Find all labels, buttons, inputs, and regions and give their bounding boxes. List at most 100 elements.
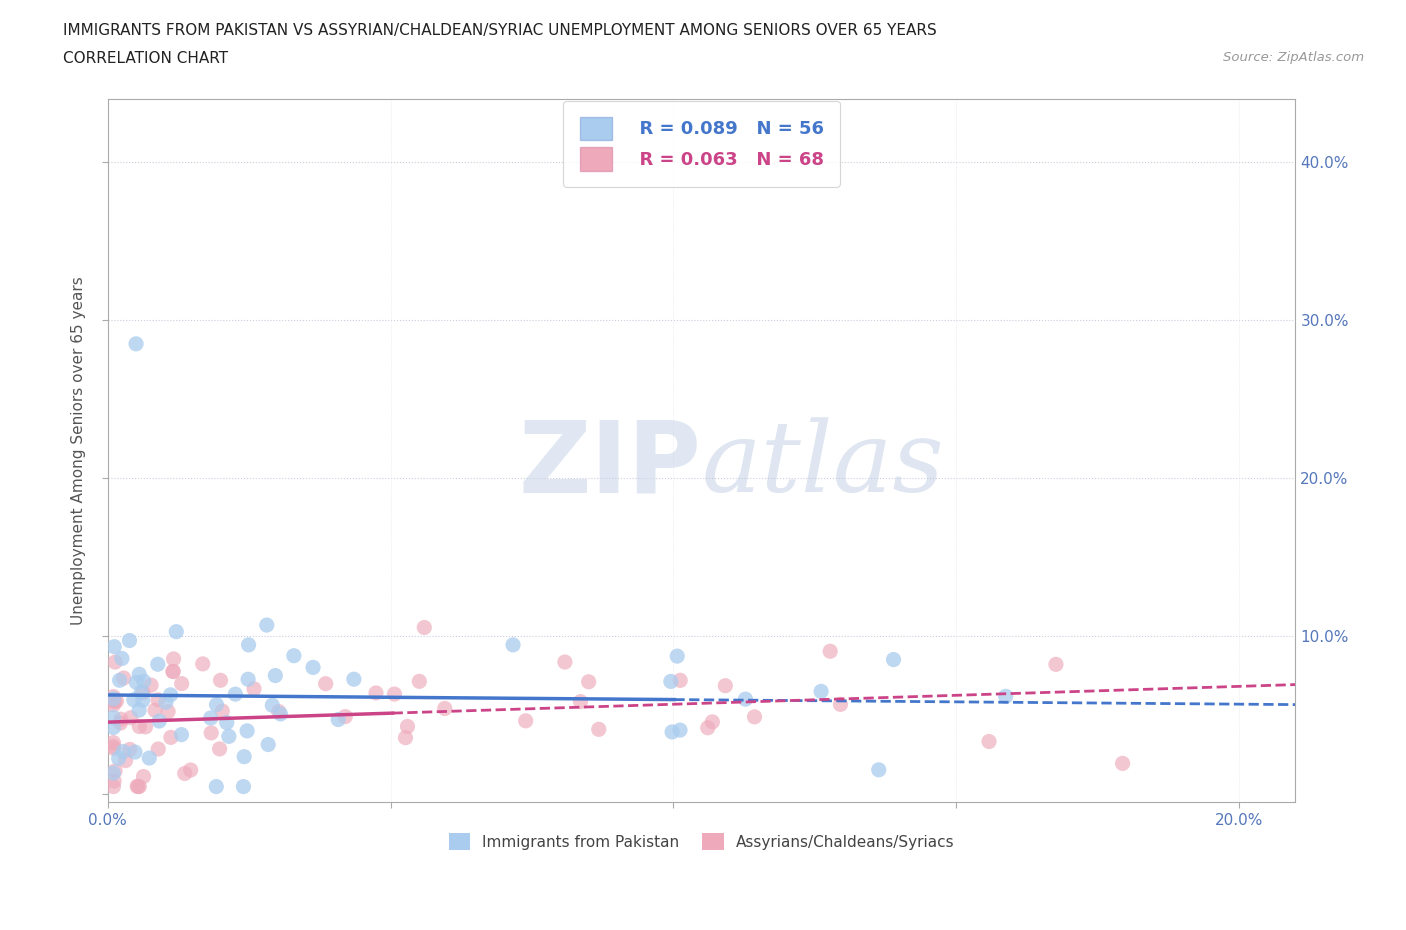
Point — [666, 649, 689, 664]
Point — [262, 698, 284, 712]
Point — [134, 720, 156, 735]
Point — [1111, 756, 1133, 771]
Text: ZIP: ZIP — [519, 416, 702, 513]
Point — [148, 713, 170, 728]
Point — [315, 676, 337, 691]
Point — [283, 648, 305, 663]
Point — [868, 763, 890, 777]
Point — [165, 624, 187, 639]
Point — [132, 685, 155, 700]
Point — [104, 655, 127, 670]
Point — [128, 719, 150, 734]
Point — [138, 751, 160, 765]
Point — [155, 695, 177, 710]
Point — [830, 697, 852, 711]
Point — [162, 651, 184, 666]
Point — [343, 671, 366, 686]
Point — [413, 620, 436, 635]
Point — [143, 703, 166, 718]
Point — [209, 672, 232, 687]
Point — [578, 674, 600, 689]
Point — [232, 779, 254, 794]
Point — [554, 655, 576, 670]
Point — [111, 651, 134, 666]
Point — [103, 694, 125, 709]
Point — [103, 639, 125, 654]
Point — [112, 671, 135, 685]
Point — [127, 778, 149, 793]
Point — [103, 698, 125, 712]
Point — [105, 694, 128, 709]
Text: atlas: atlas — [702, 417, 945, 512]
Text: Source: ZipAtlas.com: Source: ZipAtlas.com — [1223, 51, 1364, 64]
Point — [110, 715, 132, 730]
Point — [103, 765, 125, 780]
Point — [146, 657, 169, 671]
Point — [328, 712, 350, 727]
Point — [132, 769, 155, 784]
Point — [661, 724, 683, 739]
Point — [569, 694, 592, 709]
Point — [110, 711, 132, 726]
Point — [124, 745, 146, 760]
Point — [146, 693, 169, 708]
Point — [302, 660, 325, 675]
Point — [702, 714, 724, 729]
Point — [103, 739, 125, 754]
Point — [122, 693, 145, 708]
Y-axis label: Unemployment Among Seniors over 65 years: Unemployment Among Seniors over 65 years — [72, 276, 86, 625]
Point — [224, 686, 246, 701]
Point — [162, 664, 184, 679]
Point — [208, 741, 231, 756]
Point — [104, 694, 127, 709]
Point — [205, 779, 228, 794]
Point — [103, 741, 125, 756]
Point — [236, 724, 259, 738]
Point — [515, 713, 537, 728]
Point — [170, 676, 193, 691]
Point — [103, 689, 125, 704]
Point — [734, 692, 756, 707]
Point — [200, 711, 222, 725]
Point — [191, 657, 214, 671]
Point — [114, 753, 136, 768]
Point — [588, 722, 610, 737]
Point — [394, 730, 416, 745]
Point — [364, 685, 387, 700]
Point — [103, 691, 125, 706]
Point — [127, 779, 149, 794]
Point — [160, 730, 183, 745]
Point — [408, 674, 430, 689]
Point — [120, 711, 142, 725]
Point — [714, 678, 737, 693]
Point — [103, 774, 125, 789]
Point — [159, 687, 181, 702]
Point — [335, 710, 357, 724]
Point — [1045, 657, 1067, 671]
Point — [107, 751, 129, 765]
Point — [257, 737, 280, 752]
Point — [103, 779, 125, 794]
Point — [502, 637, 524, 652]
Point — [994, 689, 1017, 704]
Point — [433, 701, 456, 716]
Point — [977, 734, 1000, 749]
Point — [103, 735, 125, 750]
Point — [236, 671, 259, 686]
Point — [170, 727, 193, 742]
Point — [132, 693, 155, 708]
Point — [233, 750, 256, 764]
Point — [104, 764, 127, 778]
Point — [269, 707, 291, 722]
Point — [108, 672, 131, 687]
Point — [103, 710, 125, 724]
Point — [205, 698, 228, 712]
Point — [215, 715, 238, 730]
Point — [396, 719, 419, 734]
Point — [818, 644, 841, 658]
Point — [256, 618, 278, 632]
Point — [157, 704, 180, 719]
Point — [148, 741, 170, 756]
Point — [118, 742, 141, 757]
Point — [669, 723, 692, 737]
